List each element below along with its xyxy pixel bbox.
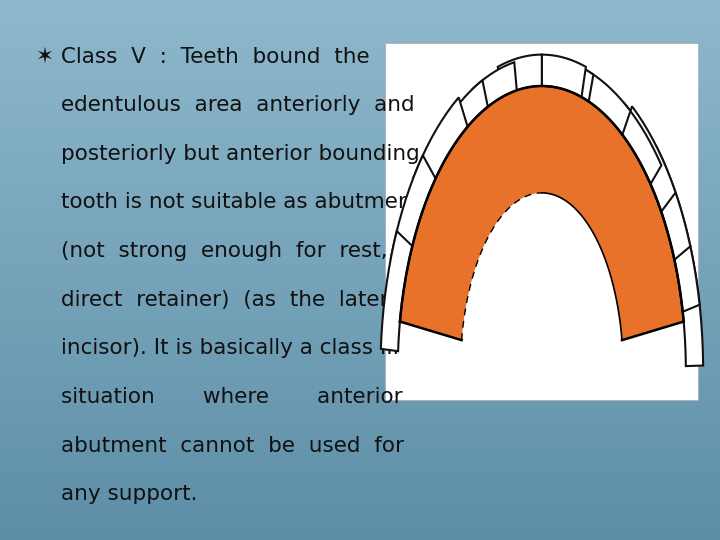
- Polygon shape: [675, 246, 703, 366]
- Polygon shape: [498, 55, 542, 97]
- Polygon shape: [616, 102, 662, 184]
- Text: tooth is not suitable as abutment.: tooth is not suitable as abutment.: [61, 192, 427, 213]
- Text: edentulous  area  anteriorly  and: edentulous area anteriorly and: [61, 95, 415, 116]
- Text: abutment  cannot  be  used  for: abutment cannot be used for: [61, 435, 404, 456]
- Polygon shape: [544, 57, 593, 102]
- Text: posteriorly but anterior bounding: posteriorly but anterior bounding: [61, 144, 420, 164]
- Polygon shape: [472, 62, 517, 115]
- Polygon shape: [381, 231, 413, 351]
- Polygon shape: [391, 156, 436, 271]
- Polygon shape: [444, 80, 488, 146]
- Text: any support.: any support.: [61, 484, 198, 504]
- Text: situation       where       anterior: situation where anterior: [61, 387, 402, 407]
- Polygon shape: [582, 70, 631, 134]
- Polygon shape: [542, 55, 586, 97]
- Polygon shape: [413, 97, 467, 199]
- FancyBboxPatch shape: [385, 43, 698, 400]
- Text: direct  retainer)  (as  the  lateral: direct retainer) (as the lateral: [61, 289, 408, 310]
- Text: incisor). It is basically a class III: incisor). It is basically a class III: [61, 338, 399, 359]
- Text: (not  strong  enough  for  rest,: (not strong enough for rest,: [61, 241, 388, 261]
- Polygon shape: [400, 86, 684, 340]
- Polygon shape: [661, 193, 700, 312]
- Polygon shape: [644, 145, 690, 260]
- Text: ✶ Class  V  :  Teeth  bound  the: ✶ Class V : Teeth bound the: [36, 46, 369, 67]
- Polygon shape: [622, 106, 675, 212]
